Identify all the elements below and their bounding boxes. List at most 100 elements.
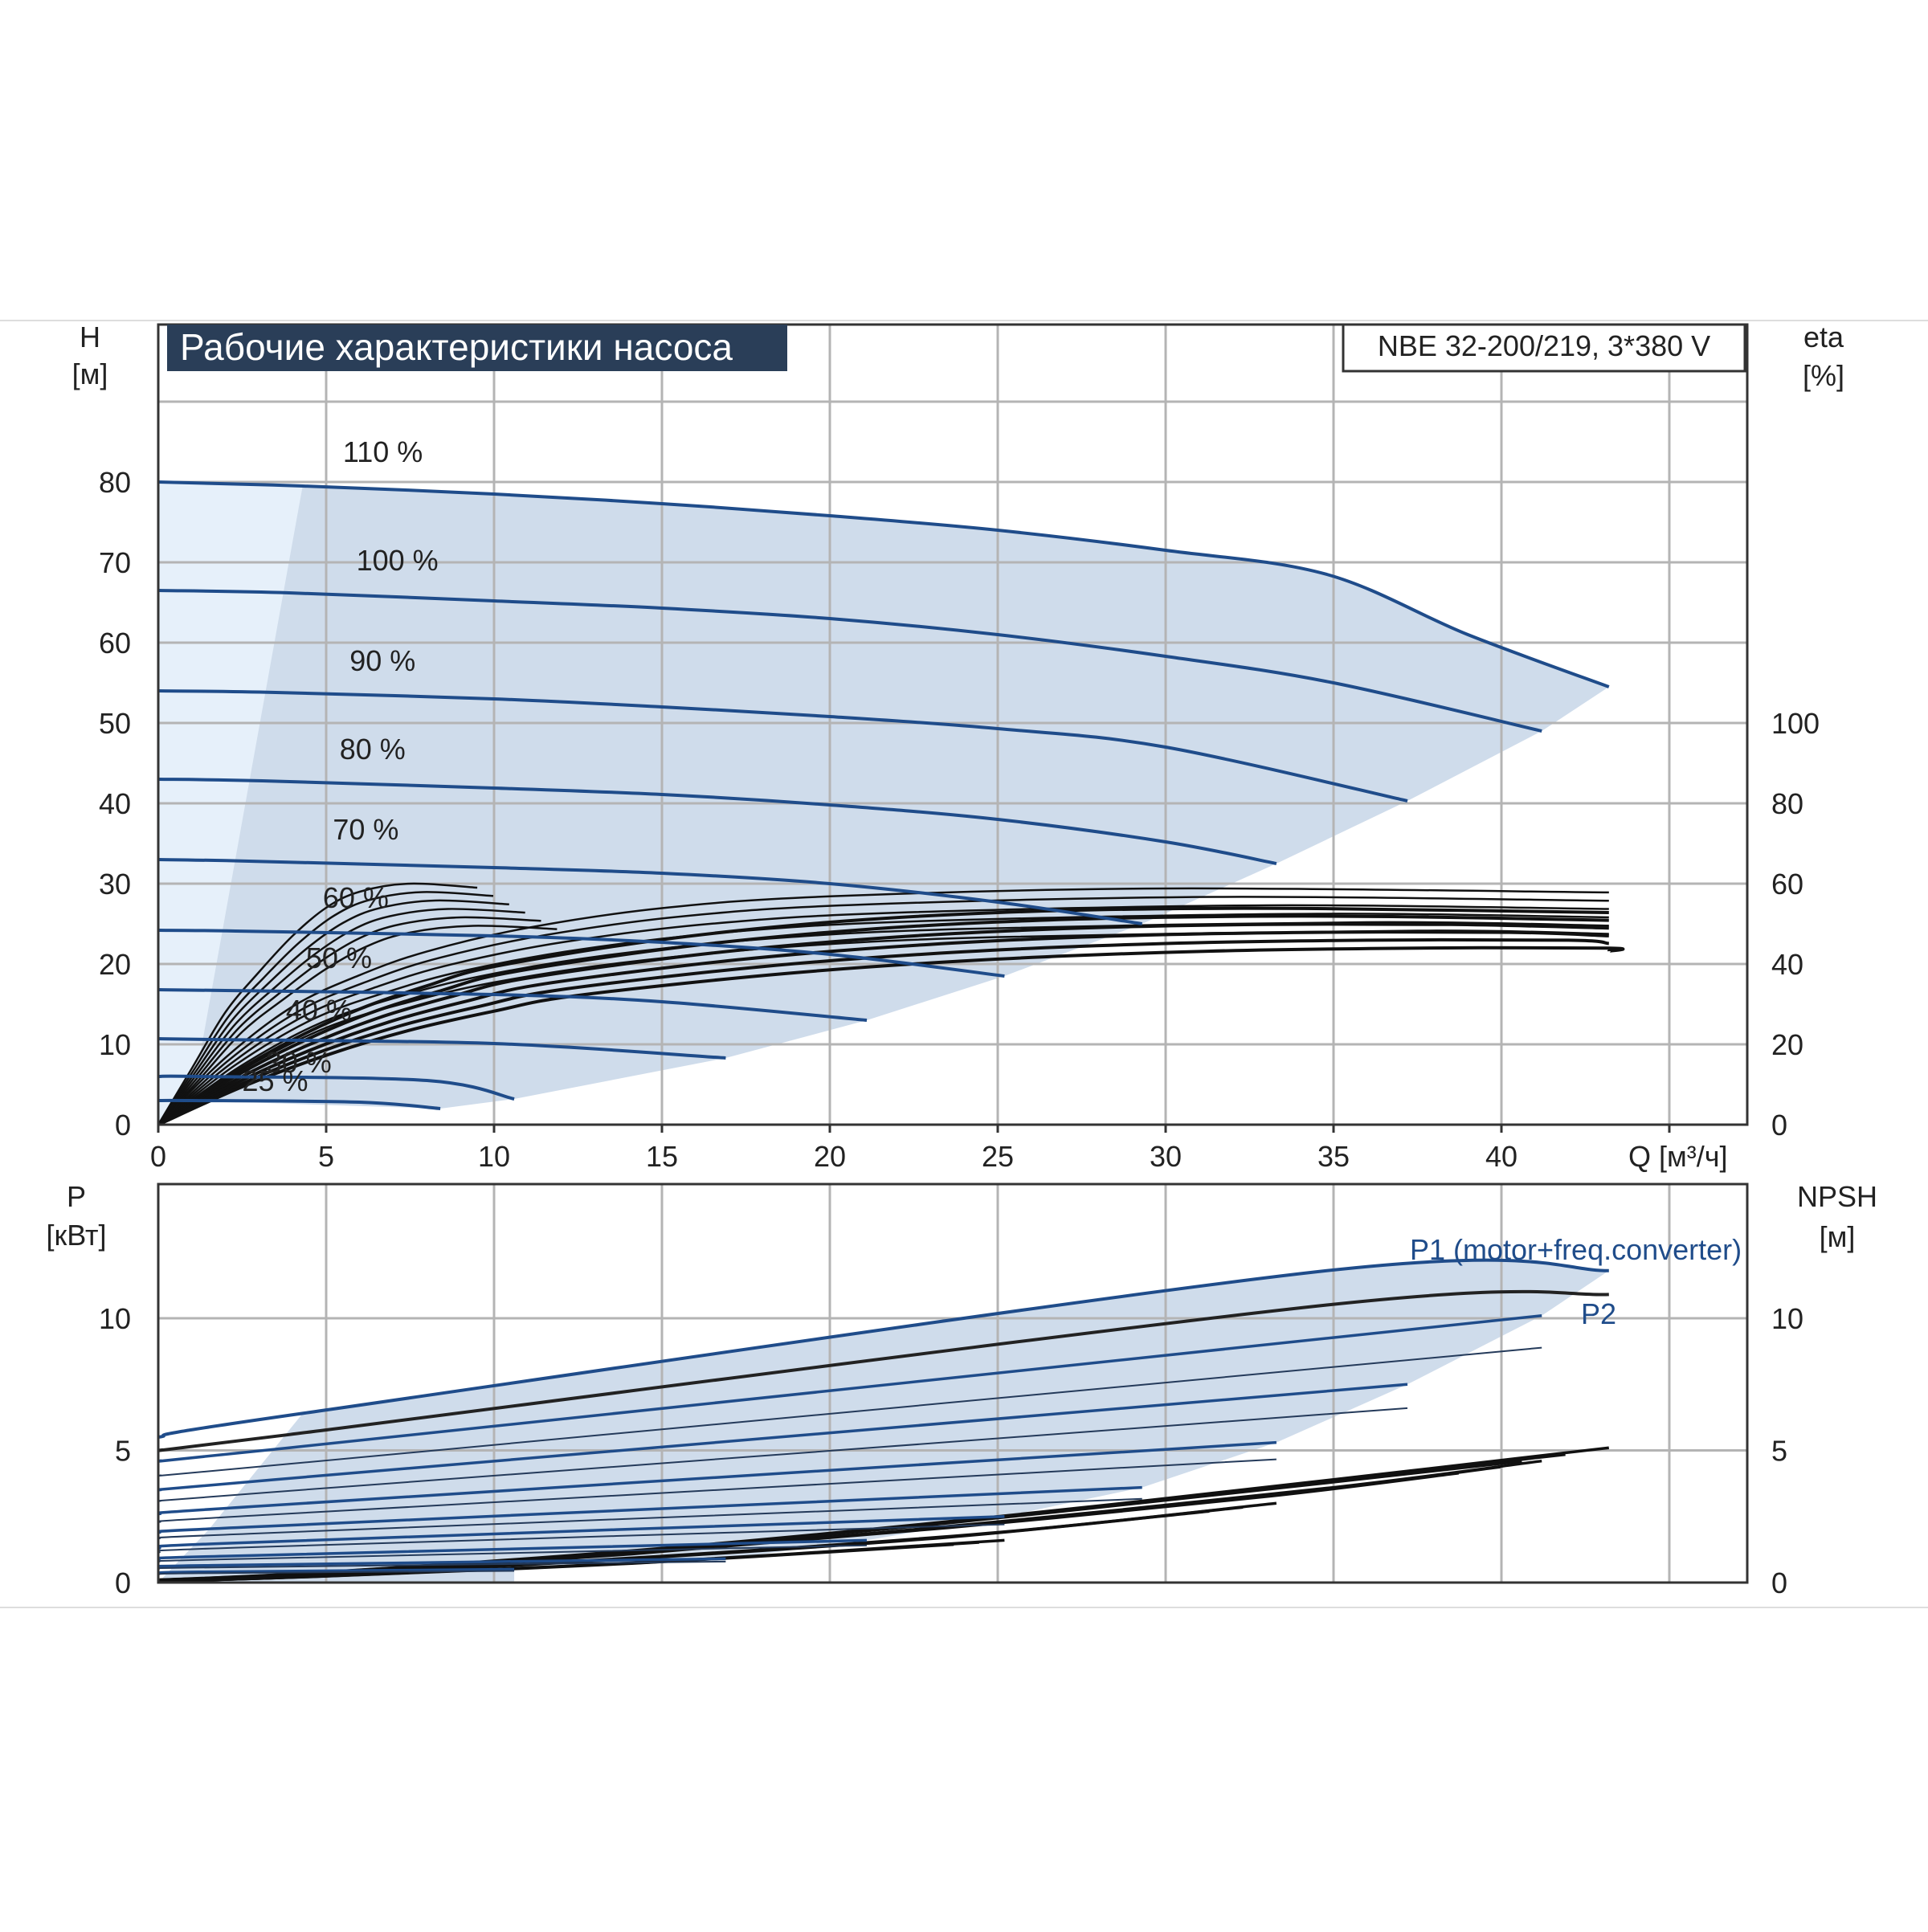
power-axis-unit: [кВт] (46, 1219, 106, 1252)
head-grid (158, 325, 1747, 1125)
eta-tick-100: 100 (1771, 707, 1820, 740)
eta-curve-3 (158, 899, 509, 1125)
power-curves (158, 1258, 1609, 1575)
npsh-tick-10: 10 (1771, 1302, 1803, 1335)
power-curve-p1-100 (158, 1313, 1542, 1463)
h-tick-30: 30 (99, 868, 131, 901)
p-tick-0: 0 (115, 1566, 131, 1599)
head-tick-labels: 0 5 10 15 20 25 30 35 40 0 10 20 30 40 50 60 70 80 0 20 40 60… (99, 466, 1820, 1173)
power-curve-p1-60 (158, 1515, 1005, 1550)
x-tick-25: 25 (982, 1140, 1014, 1173)
eta-curve-1 (158, 882, 478, 1125)
head-curve-80 (158, 778, 1277, 865)
h-tick-40: 40 (99, 787, 131, 820)
p-tick-5: 5 (115, 1435, 131, 1468)
model-label: NBE 32-200/219, 3*380 V (1378, 329, 1710, 362)
npsh-tick-0: 0 (1771, 1566, 1787, 1599)
x-tick-35: 35 (1317, 1140, 1350, 1173)
p1-series-label: P1 (motor+freq.converter) (1410, 1233, 1742, 1266)
power-curve-p1-80 (158, 1440, 1277, 1516)
eta-curve-2 (158, 891, 494, 1125)
h-tick-80: 80 (99, 466, 131, 499)
power-curve-p1-50 (158, 1538, 868, 1561)
p2-series-label: P2 (1581, 1297, 1616, 1330)
model-box (1342, 323, 1746, 373)
npsh-axis-unit: [м] (1820, 1220, 1856, 1253)
speed-label-30: 30 % (266, 1046, 332, 1079)
eta-tick-0: 0 (1771, 1109, 1787, 1142)
h-tick-10: 10 (99, 1028, 131, 1061)
power-curve-p2 (158, 1289, 1609, 1452)
eta-curve-4 (158, 908, 525, 1125)
power-tick-labels: 0 5 10 0 5 10 (99, 1302, 1803, 1599)
npsh-curve-3-2 (158, 1542, 954, 1583)
x-tick-20: 20 (814, 1140, 846, 1173)
h-tick-20: 20 (99, 948, 131, 981)
x-tick-0: 0 (150, 1140, 166, 1173)
head-curves (158, 480, 1610, 1110)
speed-label-25: 25 % (243, 1064, 308, 1097)
eta-tick-20: 20 (1771, 1028, 1803, 1061)
head-curve-100 (158, 589, 1542, 733)
chart-title: Рабочие характеристики насоса (180, 326, 733, 368)
x-tick-15: 15 (646, 1140, 678, 1173)
eta-curve-5 (158, 916, 541, 1125)
power-region (158, 1260, 1609, 1583)
eta-curve-17 (158, 937, 1610, 1125)
head-curve-60 (158, 929, 1005, 978)
head-curve-40 (158, 1037, 726, 1060)
head-curve-70 (158, 858, 1142, 925)
h-tick-70: 70 (99, 546, 131, 579)
power-curve-p1-70 (158, 1485, 1142, 1534)
eta-curve-18 (158, 946, 1625, 1125)
power-curve-p2-p1-80 (158, 1458, 1276, 1523)
speed-label-90: 90 % (349, 644, 415, 677)
x-tick-5: 5 (318, 1140, 334, 1173)
power-curve-p2-p1-40 (158, 1560, 726, 1570)
x-tick-40: 40 (1485, 1140, 1517, 1173)
head-curve-110 (158, 480, 1610, 688)
eta-curve-13 (158, 906, 1609, 1125)
speed-label-100: 100 % (357, 544, 439, 577)
speed-label-110: 110 % (343, 435, 423, 468)
power-curve-p1-motor-freq-converter (158, 1258, 1609, 1439)
power-chart-panel: P [кВт] NPSH [м] P1 (motor+freq.converte… (46, 1180, 1877, 1599)
power-operating-region (158, 1260, 1609, 1583)
power-curve-p1-90 (158, 1383, 1408, 1492)
head-axis-unit: [м] (72, 357, 108, 390)
speed-label-80: 80 % (340, 733, 406, 766)
npsh-axis-label: NPSH (1797, 1180, 1877, 1213)
speed-label-50: 50 % (306, 941, 372, 974)
npsh-tick-5: 5 (1771, 1435, 1787, 1468)
eta-curve-7 (158, 887, 1609, 1125)
eta-curve-14 (158, 914, 1609, 1125)
head-plot-frame (157, 323, 1749, 1126)
h-tick-50: 50 (99, 707, 131, 740)
title-box (167, 325, 787, 371)
speed-curve-labels: 110 % 100 % 90 % 80 % 70 % 60 % 50 % 40 % 30 %25… (243, 435, 439, 1097)
power-plot-frame (157, 1182, 1749, 1584)
head-curve-90 (158, 689, 1408, 803)
power-curve-p2-p1-70 (158, 1497, 1142, 1539)
head-curve-50 (158, 988, 868, 1022)
power-curve-p2-p1-100 (158, 1346, 1542, 1477)
power-curve-p2-p1-90 (158, 1407, 1408, 1502)
eta-curve-9 (158, 904, 1609, 1125)
power-curve-p2-p1-60 (158, 1523, 1005, 1554)
p-tick-10: 10 (99, 1302, 131, 1335)
head-axis-label: H (80, 321, 100, 353)
eta-tick-80: 80 (1771, 787, 1803, 820)
eta-axis-label: eta (1803, 321, 1844, 353)
x-tick-10: 10 (478, 1140, 510, 1173)
power-curve-p2-p1-50 (158, 1544, 868, 1562)
head-chart-panel: Рабочие характеристики насоса NBE 32-200… (72, 321, 1844, 1173)
speed-label-70: 70 % (333, 813, 398, 846)
h-tick-0: 0 (115, 1109, 131, 1142)
speed-label-40: 40 % (286, 994, 352, 1027)
head-curve-30 (158, 1074, 515, 1101)
eta-curve-16 (158, 930, 1609, 1125)
h-tick-60: 60 (99, 627, 131, 660)
efficiency-curves (158, 882, 1625, 1125)
flow-axis-label: Q [м³/ч] (1628, 1140, 1728, 1173)
